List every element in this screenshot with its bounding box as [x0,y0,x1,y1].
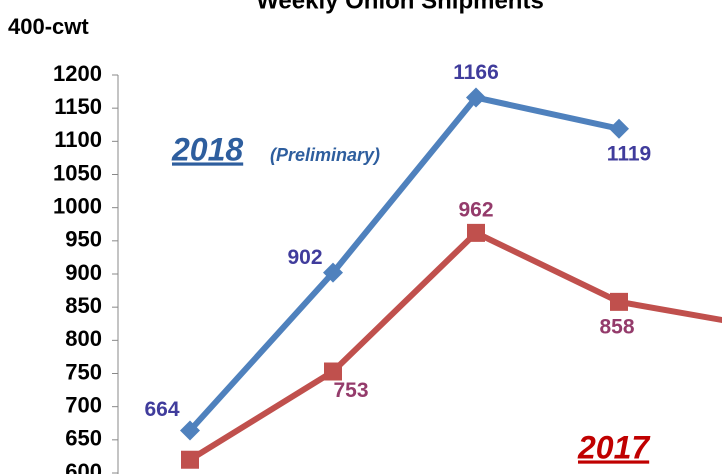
y-tick-label: 650 [65,426,102,451]
marker [323,262,343,283]
y-tick-label: 700 [65,392,102,417]
data-label: 858 [599,315,634,338]
y-axis-label: 400-cwt [8,14,89,39]
marker [467,223,485,242]
annotation: (Preliminary) [270,145,380,165]
y-tick-label: 1150 [54,94,102,119]
y-tick-label: 850 [65,293,102,318]
y-tick-label: 950 [65,227,102,252]
data-label: 1119 [607,142,651,165]
marker [609,118,629,139]
y-tick-label: 900 [65,260,102,285]
marker [466,87,486,108]
data-label: 902 [287,246,322,269]
y-tick-label: 800 [65,326,102,351]
y-tick-label: 600 [65,459,102,474]
line [187,94,620,433]
y-tick-label: 1100 [54,127,102,152]
marker [180,420,200,441]
chart-title: Weekly Onion Shipments [256,0,544,14]
data-label: 664 [144,398,179,421]
y-tick-label: 750 [65,359,102,384]
data-label: 753 [333,379,368,402]
marker [181,450,199,469]
series-label: 2017 [577,429,651,465]
y-tick-label: 1050 [53,160,102,185]
data-label: 1166 [453,61,499,84]
marker [324,362,342,381]
series-label: 2018 [171,131,243,167]
y-tick-label: 1200 [53,61,102,86]
marker [610,292,628,311]
y-tick-label: 1000 [53,193,102,218]
data-label: 962 [458,198,493,221]
